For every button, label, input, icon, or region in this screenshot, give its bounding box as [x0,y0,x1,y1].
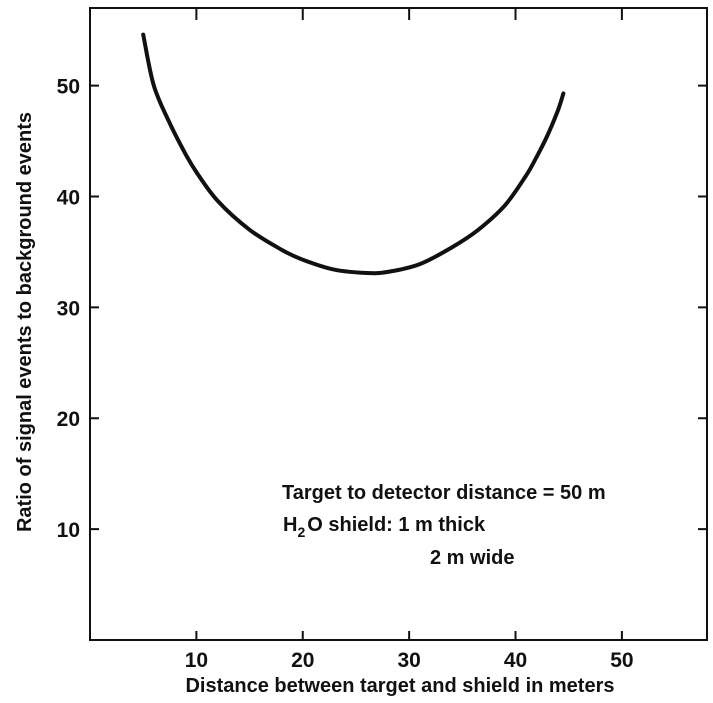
x-tick-label: 10 [185,649,208,672]
y-tick-label: 30 [57,297,80,320]
annotation-suffix: O shield: 1 m thick [307,514,486,536]
x-axis-label: Distance between target and shield in me… [185,675,614,697]
annotation-line-1: Target to detector distance = 50 m [282,482,606,504]
x-tick-label: 40 [504,649,527,672]
annotation-subscript: 2 [297,524,305,540]
y-axis-label: Ratio of signal events to background eve… [14,112,36,532]
y-tick-label: 40 [57,186,80,209]
y-tick-label: 20 [57,408,80,431]
series-line [141,32,566,276]
x-tick-label: 30 [397,649,420,672]
plot-frame [89,7,708,641]
x-tick-label: 20 [291,649,314,672]
y-tick-label: 50 [57,76,80,99]
annotation-h-symbol: H [283,514,297,536]
x-axis-ticks: 10 20 30 40 50 [185,8,634,672]
annotation-line-2: H2 O shield: 1 m thick [283,514,486,540]
y-tick-label: 10 [57,519,80,542]
annotation-line-3: 2 m wide [430,547,514,569]
y-axis-ticks: 10 20 30 40 50 [57,76,707,542]
x-tick-label: 50 [610,649,633,672]
